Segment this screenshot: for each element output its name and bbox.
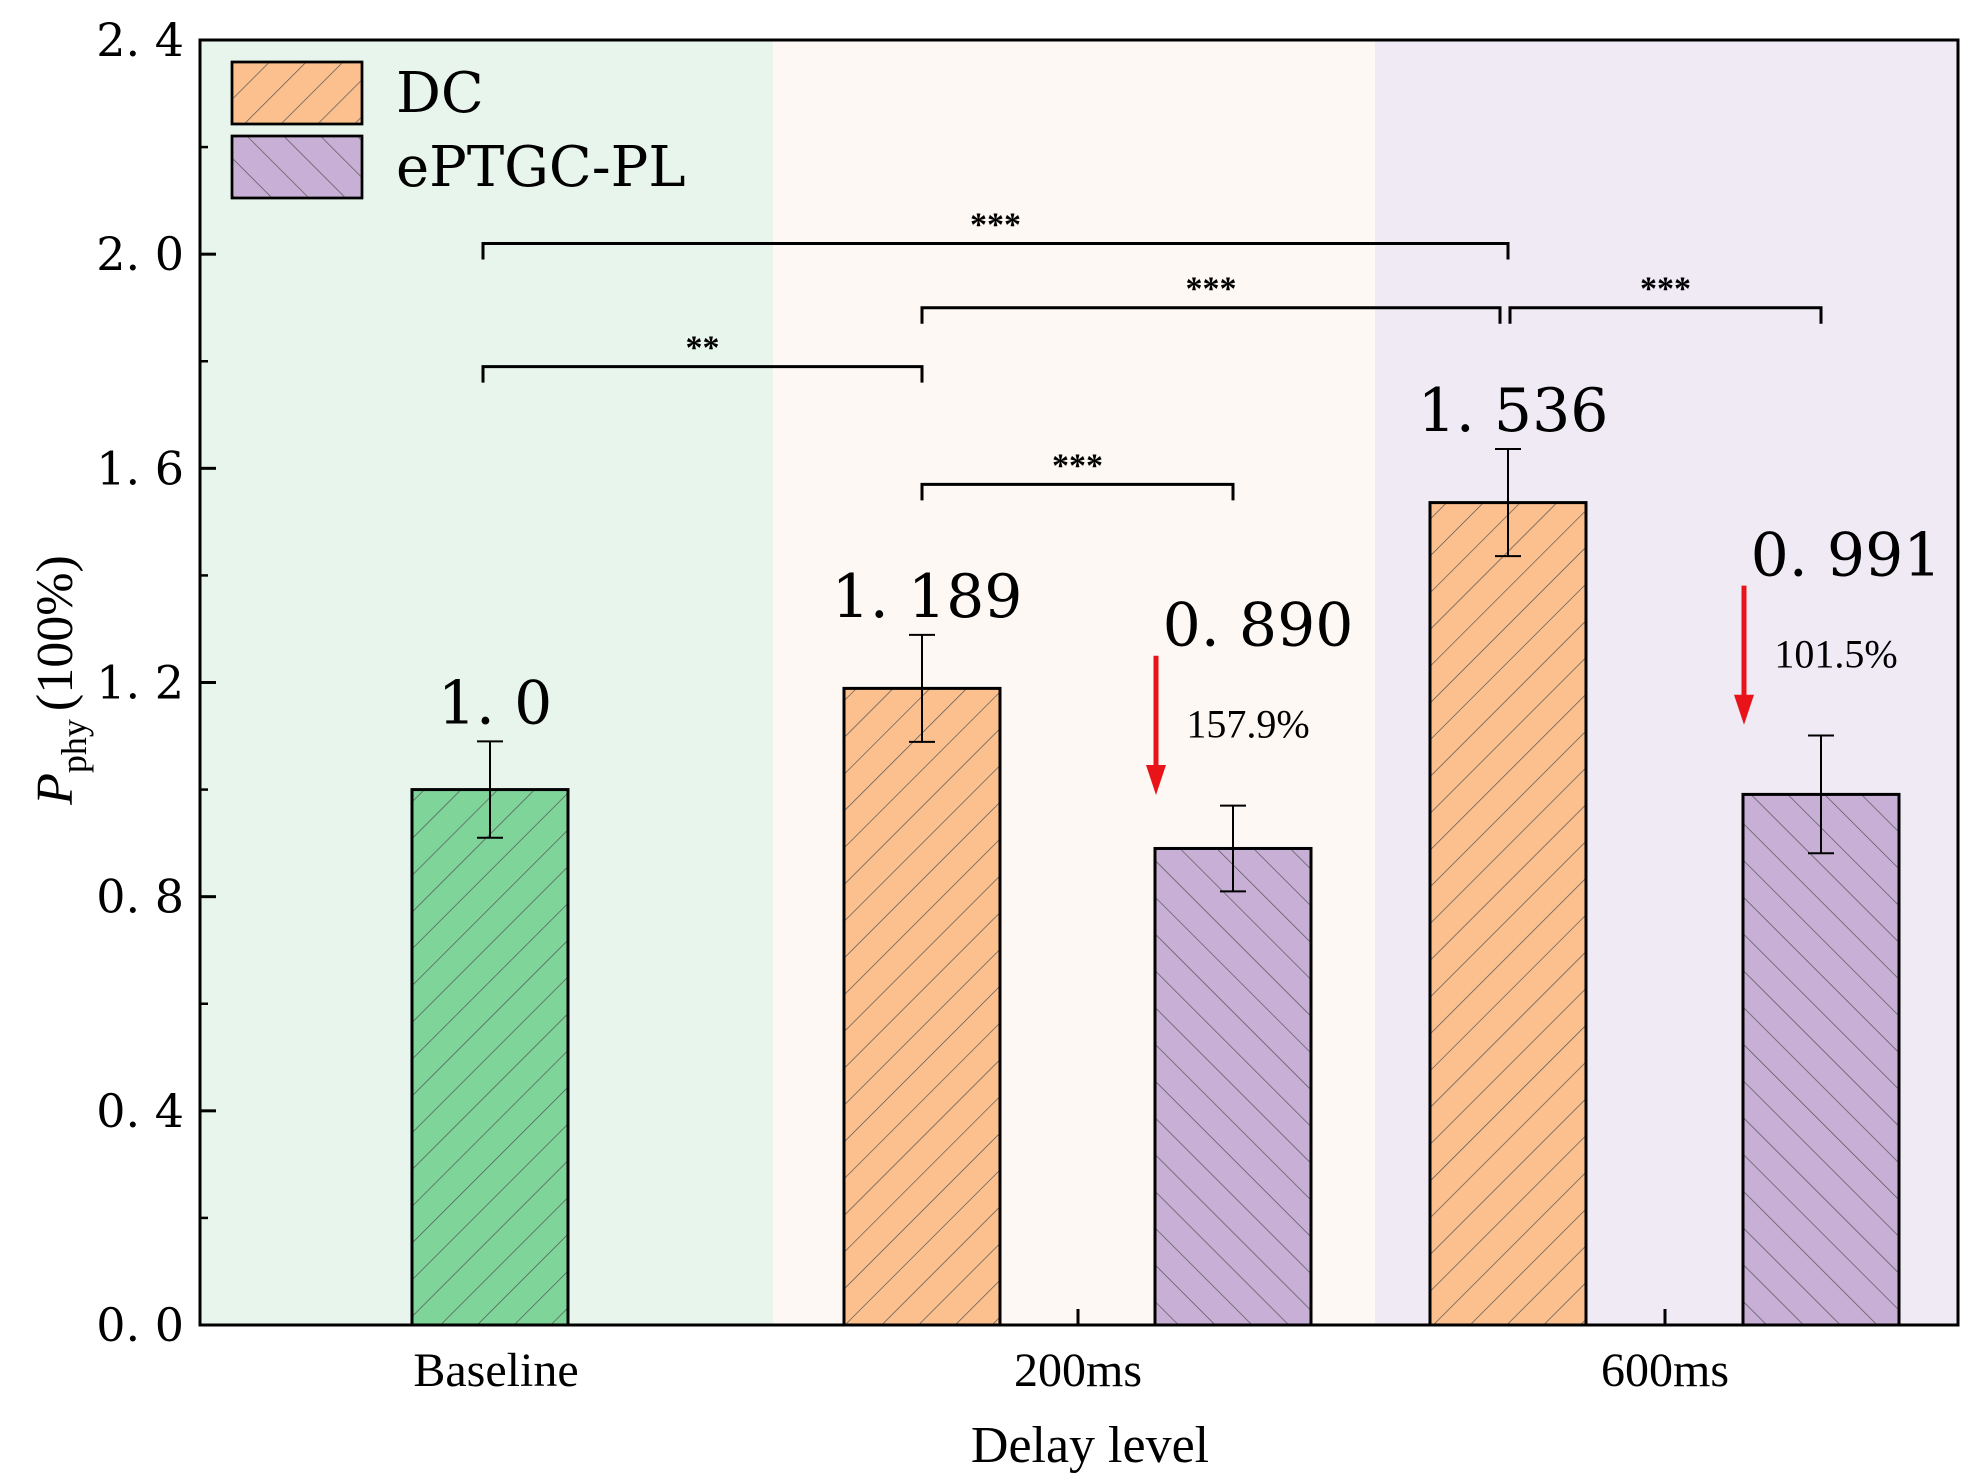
- x-tick-label-baseline: Baseline: [413, 1344, 578, 1397]
- y-tick-label-1: 0. 4: [96, 1084, 184, 1138]
- value-label-600ms-eptgc-pl: 0. 991: [1751, 521, 1942, 591]
- background-regions: [200, 40, 1958, 1325]
- improvement-label-200ms-eptgc-pl: 157.9%: [1186, 702, 1309, 747]
- legend-swatch-eptgc-hatch: [230, 134, 364, 200]
- significance-label-1: ***: [1186, 271, 1237, 308]
- x-tick-label-200ms: 200ms: [1014, 1344, 1142, 1397]
- value-label-600ms-dc: 1. 536: [1418, 376, 1609, 446]
- significance-label-4: ***: [1052, 447, 1103, 484]
- significance-label-3: **: [686, 330, 720, 367]
- significance-bracket-1: [920, 306, 1502, 324]
- y-tick-label-4: 1. 6: [96, 441, 184, 495]
- value-label-baseline-baseline: 1. 0: [438, 668, 553, 738]
- y-tick-label-3: 1. 2: [96, 656, 184, 710]
- svg-text:Pphy(100%): Pphy (100%): [27, 555, 94, 806]
- axes: 0. 0 0. 4 0. 8 1. 2 1. 6 2. 0 2. 4 Baseline 200m…: [96, 13, 1960, 1397]
- bar-hatch-200ms-eptgc-pl: [1153, 846, 1313, 1327]
- value-label-200ms-dc: 1. 189: [832, 562, 1023, 632]
- arrow-head-200ms-eptgc-pl: [1146, 764, 1166, 795]
- value-labels: 1. 0 1. 189 0. 890 157.9% 1. 536 0. 991 101.5%: [438, 376, 1942, 747]
- legend-label-dc: DC: [396, 61, 484, 126]
- significance-label-0: ***: [970, 206, 1021, 243]
- bar-hatch-baseline-baseline: [410, 788, 570, 1327]
- value-label-200ms-eptgc-pl: 0. 890: [1163, 591, 1354, 661]
- legend-label-eptgc: ePTGC-PL: [396, 135, 686, 200]
- bar-hatch-600ms-dc: [1428, 501, 1588, 1327]
- bars: [410, 501, 1901, 1327]
- legend-swatch-dc-hatch: [230, 60, 364, 126]
- improvement-label-600ms-eptgc-pl: 101.5%: [1774, 632, 1897, 677]
- x-axis-title: Delay level: [971, 1417, 1209, 1474]
- significance-bracket-3: [481, 365, 924, 383]
- bar-hatch-600ms-eptgc-pl: [1741, 792, 1901, 1327]
- y-tick-label-2: 0. 8: [96, 870, 184, 924]
- bar-hatch-200ms-dc: [842, 686, 1002, 1327]
- y-axis-title-main: P: [27, 773, 84, 806]
- significance-bracket-4: [920, 482, 1235, 501]
- y-axis-title-unit: (100%): [27, 555, 84, 711]
- x-tick-label-600ms: 600ms: [1601, 1344, 1729, 1397]
- y-axis-title-sub: phy: [54, 719, 94, 773]
- significance-label-2: ***: [1640, 271, 1691, 308]
- y-tick-label-6: 2. 4: [96, 13, 184, 67]
- y-tick-label-0: 0. 0: [96, 1298, 184, 1352]
- legend: DC ePTGC-PL: [230, 60, 686, 200]
- significance-brackets: ****** ********: [481, 206, 1823, 501]
- y-tick-label-5: 2. 0: [96, 227, 184, 281]
- arrow-head-600ms-eptgc-pl: [1734, 694, 1754, 725]
- significance-bracket-0: [481, 241, 1510, 260]
- error-bars: [477, 448, 1834, 893]
- significance-bracket-2: [1508, 306, 1823, 324]
- improvement-arrows: [1146, 585, 1754, 795]
- y-axis-title: Pphy (100%): [27, 555, 94, 806]
